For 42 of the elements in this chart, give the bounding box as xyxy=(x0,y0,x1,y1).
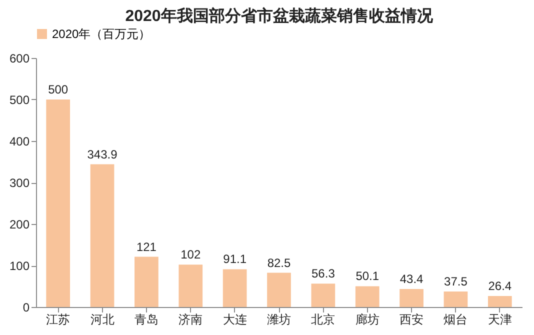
x-tick-label: 廊坊 xyxy=(355,312,380,326)
y-tick-label: 200 xyxy=(9,218,30,232)
y-tick-label: 500 xyxy=(9,93,30,107)
y-tick-label: 600 xyxy=(9,52,30,66)
x-tick-label: 北京 xyxy=(311,312,336,326)
x-tick-label: 天津 xyxy=(488,312,512,326)
data-label: 343.9 xyxy=(87,147,118,162)
x-tick-label: 济南 xyxy=(178,312,203,326)
y-tick-label: 400 xyxy=(9,134,30,148)
bar xyxy=(355,286,380,307)
bar xyxy=(444,291,468,307)
x-tick-label: 青岛 xyxy=(134,312,158,326)
bar xyxy=(46,100,70,307)
bar xyxy=(400,288,424,307)
data-label: 121 xyxy=(136,240,157,254)
y-tick-label: 0 xyxy=(22,300,30,314)
bar xyxy=(311,284,336,307)
data-label: 43.4 xyxy=(400,272,424,286)
x-tick-label: 河北 xyxy=(90,312,114,326)
data-label: 82.5 xyxy=(267,256,291,270)
bar xyxy=(222,269,247,307)
bar xyxy=(134,256,158,307)
data-label: 37.5 xyxy=(444,274,468,288)
x-tick-label: 江苏 xyxy=(46,312,70,326)
bar xyxy=(488,296,512,307)
x-tick-label: 潍坊 xyxy=(267,312,291,326)
data-label: 91.1 xyxy=(223,252,247,266)
x-tick-label: 大连 xyxy=(222,312,247,326)
bar xyxy=(90,164,114,307)
data-label: 50.1 xyxy=(356,269,380,284)
bar xyxy=(178,264,203,307)
data-label: 102 xyxy=(180,248,201,262)
x-tick-label: 西安 xyxy=(400,312,424,326)
data-label: 26.4 xyxy=(488,279,512,294)
data-label: 56.3 xyxy=(312,266,336,281)
data-label: 500 xyxy=(48,82,68,96)
y-tick-label: 100 xyxy=(9,259,30,273)
x-tick-label: 烟台 xyxy=(444,312,468,326)
legend-label: 2020年（百万元） xyxy=(52,27,151,41)
bar xyxy=(267,272,291,307)
chart-title: 2020年我国部分省市盆栽蔬菜销售收益情况 xyxy=(125,7,434,25)
y-tick-label: 300 xyxy=(9,176,30,190)
